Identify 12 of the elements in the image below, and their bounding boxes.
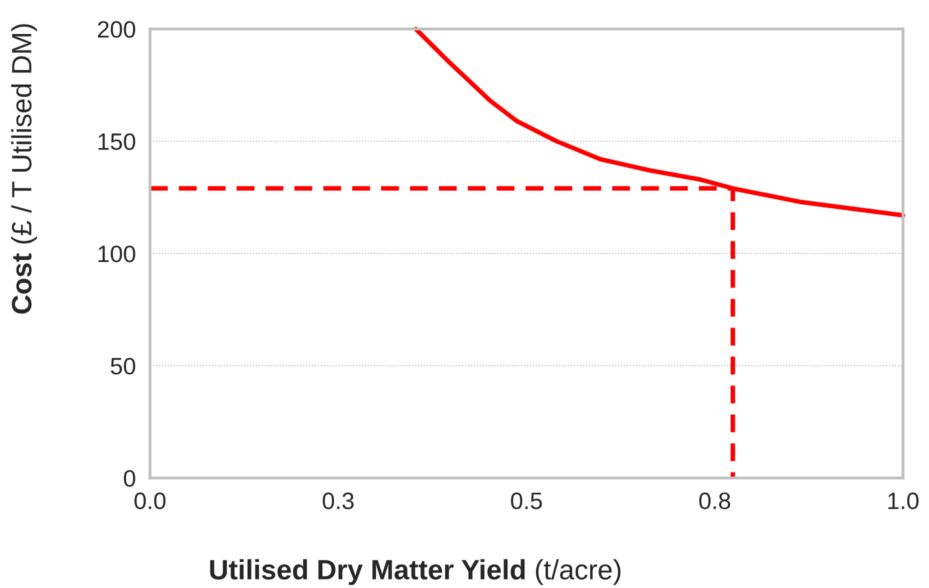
x-tick-label: 0.0 (134, 492, 166, 510)
y-tick-label: 100 (98, 246, 136, 262)
y-tick-label: 50 (110, 358, 136, 375)
y-tick-label: 0 (124, 470, 136, 487)
x-tick-label: 1.0 (888, 492, 918, 510)
y-tick-label: 200 (98, 21, 136, 38)
x-tick-label: 0.3 (322, 492, 354, 510)
x-axis-title: Utilised Dry Matter Yield (t/acre) (210, 559, 620, 586)
x-tick-label: 0.8 (699, 492, 730, 510)
y-axis-title: Cost (£ / T Utilised DM) (11, 24, 38, 314)
x-tick-label: 0.5 (511, 492, 542, 510)
y-tick-label: 150 (98, 133, 136, 150)
